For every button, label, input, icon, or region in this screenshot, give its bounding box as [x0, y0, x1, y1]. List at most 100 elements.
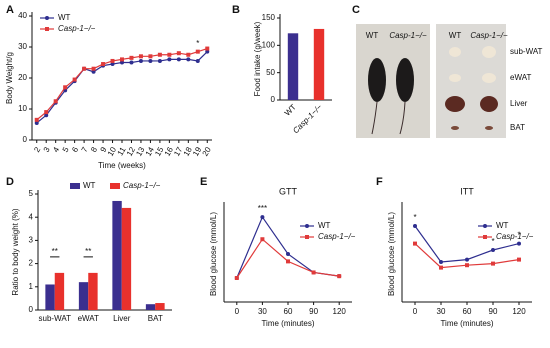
- legend-label: WT: [318, 221, 331, 230]
- marker: [311, 270, 316, 275]
- marker: [120, 60, 124, 65]
- marker: [186, 57, 191, 62]
- legend-marker: [483, 235, 487, 239]
- marker: [465, 257, 469, 262]
- x-tick-label: 120: [512, 307, 526, 316]
- mouse: [396, 58, 414, 102]
- x-tick-label: 5: [61, 145, 71, 154]
- annotation: **: [52, 247, 58, 256]
- x-tick-label: 7: [80, 145, 90, 154]
- bar: [313, 28, 325, 100]
- mouse: [368, 58, 386, 102]
- x-tick-label: 0: [235, 307, 240, 316]
- tissue: [482, 46, 496, 58]
- x-axis-label: Time (weeks): [98, 161, 146, 170]
- marker: [186, 52, 191, 57]
- y-tick-label: 0: [29, 305, 34, 314]
- photo-label: Casp-1−/−: [389, 31, 427, 40]
- tissue: [485, 126, 493, 130]
- marker: [44, 110, 49, 115]
- marker: [53, 99, 58, 104]
- x-tick-label: 30: [437, 307, 446, 316]
- x-tick-label: 3: [42, 145, 52, 154]
- tissue: [480, 96, 498, 112]
- x-tick-label: 9: [99, 145, 109, 154]
- x-axis-label: Time (minutes): [261, 319, 314, 328]
- bar: [155, 303, 165, 310]
- marker: [439, 265, 443, 270]
- bar: [45, 284, 55, 310]
- marker: [439, 260, 443, 264]
- marker: [167, 57, 172, 62]
- y-tick-label: 0: [271, 95, 276, 104]
- tissue-label: Liver: [510, 99, 528, 108]
- marker: [34, 117, 39, 122]
- y-axis-label: Body Weight/g: [5, 52, 14, 104]
- y-tick-label: 50: [266, 68, 275, 77]
- mouse-tail: [371, 101, 406, 135]
- y-tick-label: 5: [29, 189, 34, 198]
- marker: [148, 54, 153, 59]
- marker: [148, 58, 153, 63]
- marker: [413, 224, 417, 228]
- x-tick-label: 8: [89, 145, 99, 154]
- bar: [54, 272, 65, 310]
- legend-marker: [483, 224, 487, 228]
- marker: [205, 49, 210, 54]
- y-tick-label: 40: [18, 11, 27, 20]
- x-tick-label: WT: [283, 102, 298, 117]
- x-tick-label: 90: [309, 307, 318, 316]
- legend-marker: [305, 235, 309, 239]
- series-line: [236, 238, 340, 279]
- marker: [195, 49, 200, 54]
- annotation: *: [517, 231, 520, 240]
- marker: [167, 52, 172, 57]
- x-tick-label: 30: [258, 307, 267, 316]
- marker: [260, 237, 265, 242]
- marker: [337, 274, 342, 279]
- marker: [110, 62, 115, 67]
- legend-label: WT: [58, 13, 71, 22]
- x-tick-label: 60: [463, 307, 472, 316]
- marker: [286, 259, 290, 264]
- photo-label: WT: [449, 31, 462, 40]
- tissue: [482, 73, 496, 83]
- tissue: [451, 126, 459, 130]
- x-tick-label: sub-WAT: [39, 314, 72, 323]
- x-tick-label: 4: [51, 145, 61, 154]
- panel-letter: D: [6, 176, 14, 188]
- marker: [195, 58, 200, 63]
- x-tick-label: 60: [284, 307, 293, 316]
- x-tick-label: 2: [32, 145, 42, 154]
- y-tick-label: 10: [18, 104, 27, 113]
- legend-label: Casp-1−/−: [318, 232, 356, 241]
- x-tick-label: eWAT: [78, 314, 99, 323]
- y-axis-label: Blood glucose (mmol/L): [209, 212, 218, 296]
- marker: [491, 248, 495, 252]
- x-axis-label: Time (minutes): [440, 319, 493, 328]
- x-tick-label: BAT: [148, 314, 163, 323]
- panel-c: C WT Casp-1−/− WT Casp-1−/− sub-WAT eWAT…: [352, 4, 543, 138]
- legend-marker: [45, 27, 49, 31]
- bar: [121, 207, 132, 310]
- panel-letter: A: [6, 4, 14, 16]
- marker: [138, 58, 143, 63]
- y-axis-label: Food intake (g/week): [253, 21, 262, 96]
- tissue: [449, 74, 461, 82]
- tissue-photo: [436, 24, 506, 138]
- marker: [91, 66, 96, 71]
- panel-letter: B: [232, 4, 240, 16]
- panel-letter: C: [352, 4, 360, 16]
- legend-label: Casp-1−/−: [496, 232, 534, 241]
- photo-label: WT: [366, 31, 379, 40]
- bar: [78, 282, 89, 310]
- x-tick-label: 6: [70, 145, 80, 154]
- marker: [234, 276, 239, 280]
- mouse-photo: [356, 24, 430, 138]
- tissue: [449, 47, 461, 57]
- y-tick-label: 3: [29, 236, 34, 245]
- y-tick-label: 4: [29, 212, 34, 221]
- marker: [91, 69, 96, 74]
- tissue-label: BAT: [510, 123, 525, 132]
- y-tick-label: 30: [18, 42, 27, 51]
